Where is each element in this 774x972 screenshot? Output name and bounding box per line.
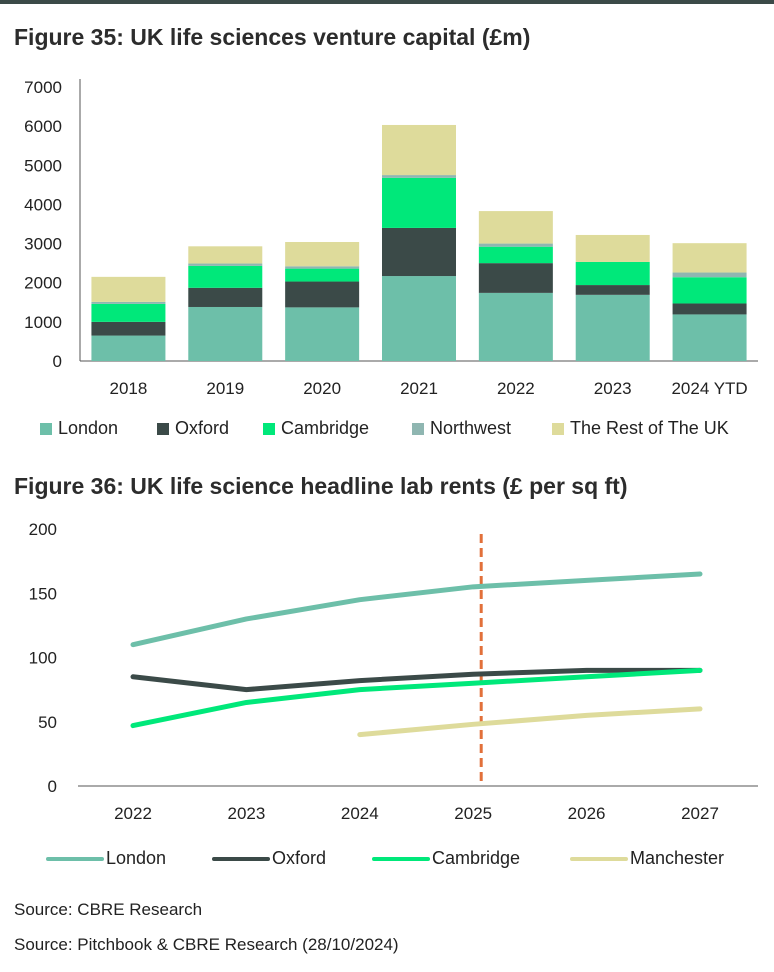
bar-london-2021 — [382, 276, 456, 361]
x-tick-label: 2022 — [114, 804, 152, 823]
y-tick-label: 100 — [29, 649, 57, 668]
legend-swatch — [263, 422, 275, 435]
legend-swatch — [412, 422, 424, 435]
legend-swatch — [552, 422, 564, 435]
bar-cambridge-2020 — [285, 268, 360, 282]
line-series-london — [130, 571, 703, 648]
legend-item-cambridge: Cambridge — [372, 848, 520, 869]
legend-label: London — [58, 418, 119, 438]
bar-oxford-2018 — [91, 321, 166, 336]
legend-item-cambridge: Cambridge — [263, 418, 369, 439]
y-tick-label: 5000 — [24, 156, 62, 175]
bar-the-rest-of-the-uk-2021 — [382, 124, 456, 176]
x-tick-label: 2019 — [206, 379, 244, 398]
source-note-2: Source: Pitchbook & CBRE Research (28/10… — [14, 935, 399, 954]
legend-label: The Rest of The UK — [570, 418, 729, 438]
legend-line-swatch — [372, 856, 430, 861]
bar-oxford-2021 — [382, 227, 456, 277]
bar-london-2019 — [188, 306, 263, 361]
legend-swatch — [40, 422, 52, 435]
bar-london-2022 — [478, 292, 553, 361]
bar-oxford-2024-ytd — [672, 303, 747, 315]
legend-line-swatch — [212, 856, 270, 861]
x-tick-label: 2023 — [227, 804, 265, 823]
x-tick-label: 2024 — [341, 804, 379, 823]
legend-item-oxford: Oxford — [157, 418, 229, 439]
y-tick-label: 1000 — [24, 313, 62, 332]
bar-northwest-2022 — [478, 243, 553, 247]
top-rule — [0, 0, 774, 4]
bar-cambridge-2023 — [575, 261, 650, 286]
bar-the-rest-of-the-uk-2024-ytd — [672, 243, 747, 273]
legend-item-oxford: Oxford — [212, 848, 326, 869]
x-tick-label: 2026 — [568, 804, 606, 823]
venture-capital-stacked-bar-chart: 0 1000 2000 3000 4000 5000 6000 7000 2018 2019 202… — [24, 78, 758, 398]
x-tick-label: 2020 — [303, 379, 341, 398]
legend-item-northwest: Northwest — [412, 418, 511, 439]
x-tick-label: 2021 — [400, 379, 438, 398]
bar-the-rest-of-the-uk-2020 — [285, 242, 360, 267]
bar-cambridge-2018 — [91, 303, 166, 322]
legend-item-the-rest-of-the-uk: The Rest of The UK — [552, 418, 729, 439]
x-tick-label: 2023 — [594, 379, 632, 398]
bar-the-rest-of-the-uk-2019 — [188, 246, 263, 264]
bar-the-rest-of-the-uk-2022 — [478, 211, 553, 244]
bar-london-2018 — [91, 335, 166, 361]
legend-swatch — [157, 422, 169, 435]
legend-label: Northwest — [430, 418, 512, 438]
y-tick-label: 3000 — [24, 235, 62, 254]
x-tick-label: 2018 — [110, 379, 148, 398]
legend-label: London — [106, 848, 167, 868]
x-tick-label: 2027 — [681, 804, 719, 823]
bar-cambridge-2022 — [478, 246, 553, 264]
bar-oxford-2022 — [478, 263, 553, 293]
y-tick-label: 50 — [38, 713, 57, 732]
bar-london-2023 — [575, 294, 650, 361]
legend-label: Manchester — [630, 848, 725, 868]
figure-35-title: Figure 35: UK life sciences venture capi… — [14, 24, 531, 50]
lab-rents-line-chart: 0 50 100 150 200 2022 2023 2024 2025 2026 2027 — [29, 520, 758, 823]
bar-northwest-2018 — [91, 301, 166, 304]
x-tick-label: 2025 — [454, 804, 492, 823]
y-tick-label: 6000 — [24, 117, 62, 136]
bar-northwest-2024-ytd — [672, 272, 747, 278]
bar-cambridge-2024-ytd — [672, 277, 747, 304]
bar-northwest-2021 — [382, 175, 456, 178]
source-note-1: Source: CBRE Research — [14, 900, 203, 919]
y-tick-label: 7000 — [24, 78, 62, 97]
legend-item-manchester: Manchester — [570, 848, 724, 869]
y-tick-label: 200 — [29, 520, 57, 539]
legend-label: Oxford — [272, 848, 327, 868]
legend-item-london: London — [46, 848, 166, 869]
legend-item-london: London — [40, 418, 118, 439]
bar-cambridge-2021 — [382, 177, 456, 228]
y-tick-label: 0 — [48, 777, 57, 796]
legend-label: Cambridge — [432, 848, 521, 868]
bar-oxford-2019 — [188, 287, 263, 307]
bar-cambridge-2019 — [188, 265, 263, 288]
legend-line-swatch — [570, 856, 628, 861]
bar-the-rest-of-the-uk-2023 — [575, 234, 650, 262]
bar-the-rest-of-the-uk-2018 — [91, 276, 166, 302]
legend-label: Cambridge — [281, 418, 370, 438]
bar-london-2024-ytd — [672, 314, 747, 361]
x-tick-label: 2022 — [497, 379, 535, 398]
bar-london-2020 — [285, 307, 360, 361]
bar-northwest-2019 — [188, 263, 263, 266]
x-tick-label: 2024 YTD — [671, 379, 747, 398]
legend-line-swatch — [46, 856, 104, 861]
figure-36-title: Figure 36: UK life science headline lab … — [14, 473, 628, 499]
legend-label: Oxford — [175, 418, 230, 438]
y-tick-label: 0 — [53, 352, 62, 371]
line-series-oxford — [130, 667, 703, 693]
y-tick-label: 2000 — [24, 274, 62, 293]
y-tick-label: 4000 — [24, 195, 62, 214]
line-series-cambridge — [130, 667, 703, 729]
bar-northwest-2020 — [285, 266, 360, 269]
line-series-manchester — [357, 706, 703, 738]
bar-oxford-2020 — [285, 281, 360, 308]
bar-oxford-2023 — [575, 285, 650, 295]
y-tick-label: 150 — [29, 584, 57, 603]
